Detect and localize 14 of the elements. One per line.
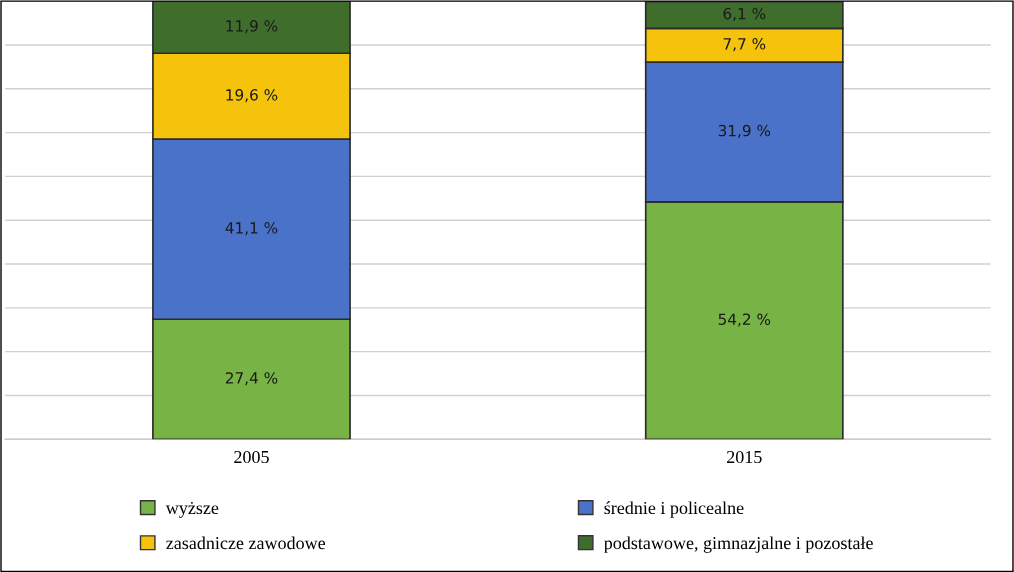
x-tick-label: 2005: [234, 450, 269, 464]
legend-label: podstawowe, gimnazjalne i pozostałe: [604, 536, 873, 553]
data-label: 6,1 %: [723, 7, 766, 21]
x-tick-label: 2015: [727, 450, 762, 464]
data-label: 31,9 %: [718, 124, 771, 138]
legend-label: wyższe: [165, 501, 219, 518]
data-label: 7,7 %: [723, 38, 766, 52]
data-label: 11,9 %: [226, 20, 278, 34]
legend-label: średnie i policealne: [604, 501, 744, 518]
data-label: 27,4 %: [225, 372, 278, 386]
data-label: 54,2 %: [718, 313, 771, 327]
legend-label: zasadnicze zawodowe: [166, 536, 326, 550]
data-label: 19,6 %: [226, 89, 278, 103]
data-label: 41,1 %: [225, 222, 278, 236]
